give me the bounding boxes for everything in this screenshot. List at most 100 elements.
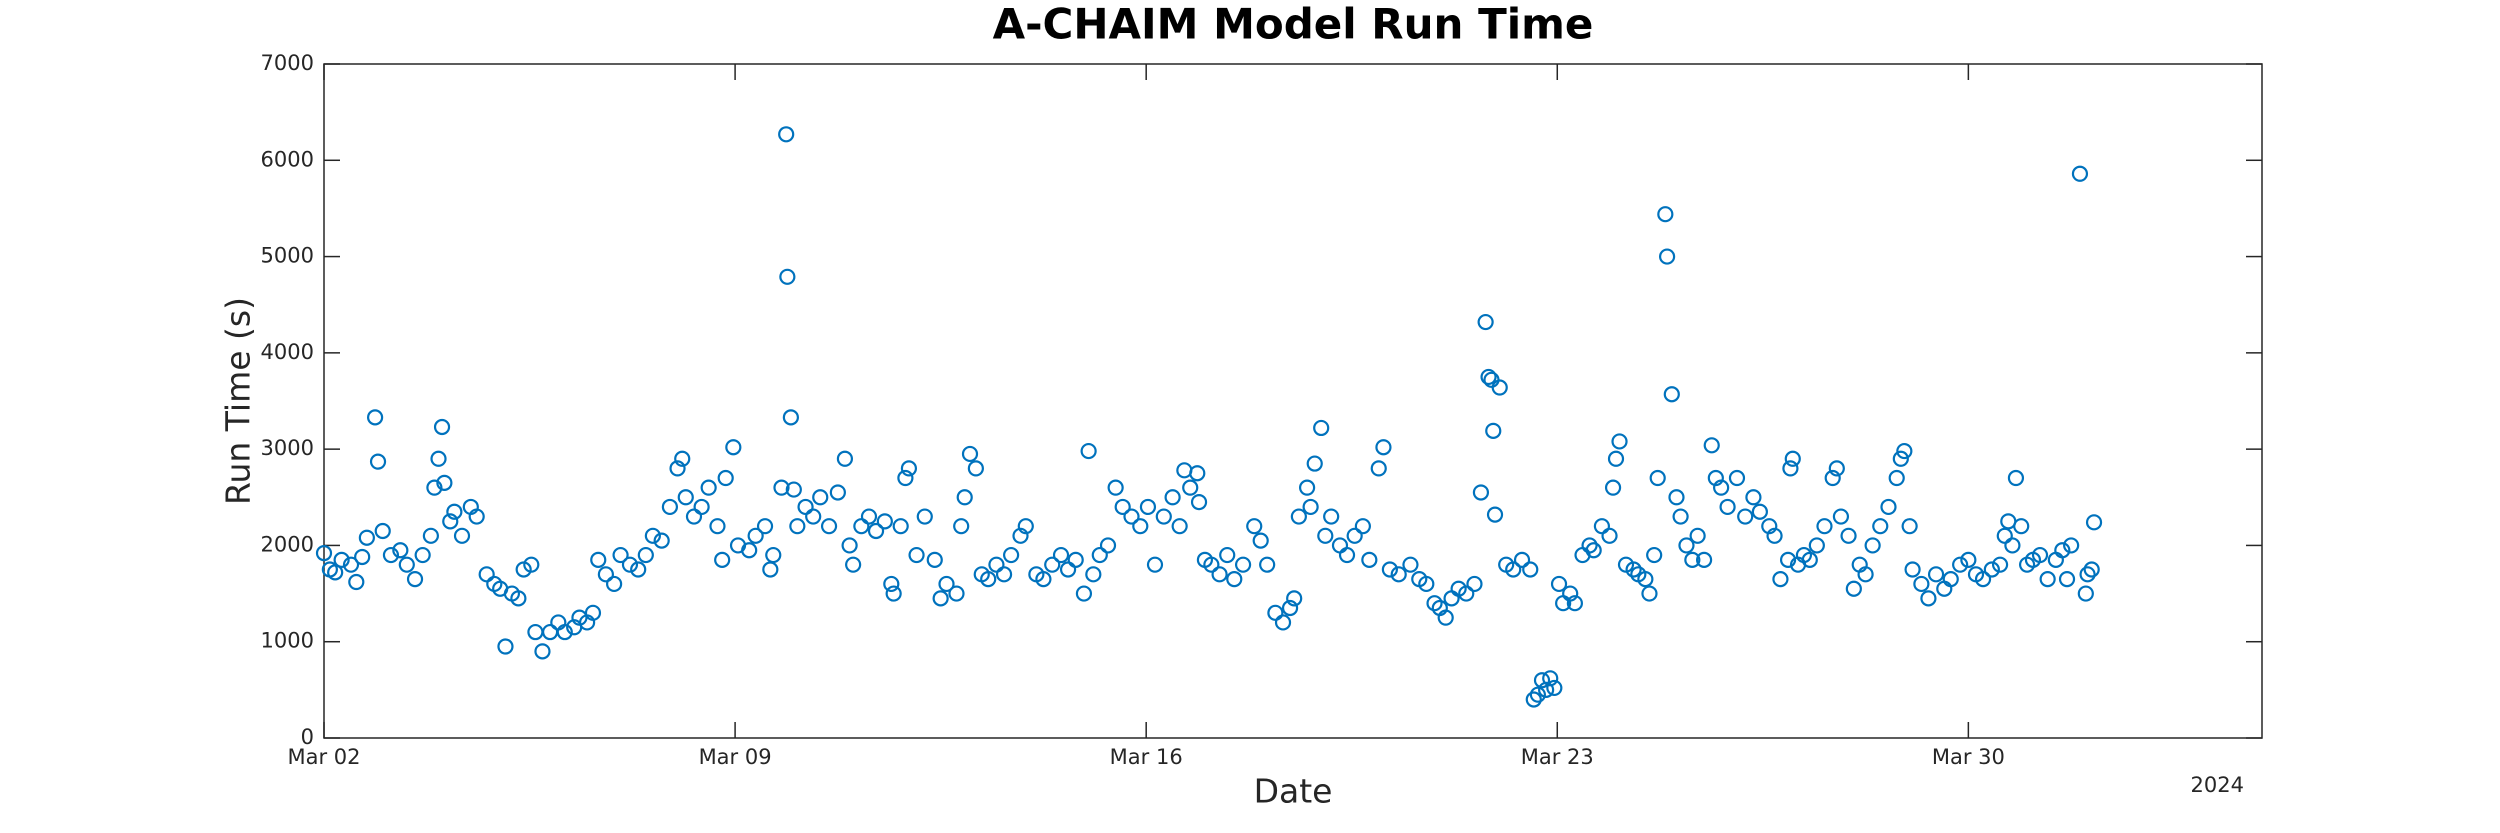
point — [1346, 527, 1363, 544]
point — [1067, 551, 1084, 568]
point — [2013, 518, 2030, 535]
x-tick-label: Mar 02 — [287, 745, 360, 769]
point — [1649, 469, 1666, 487]
point — [1003, 546, 1020, 564]
point — [1601, 527, 1618, 544]
point — [382, 546, 400, 564]
point — [805, 508, 822, 525]
point — [1114, 498, 1131, 516]
point — [1658, 248, 1676, 265]
point — [841, 537, 858, 554]
point — [606, 575, 623, 593]
point — [773, 479, 790, 496]
point — [1888, 469, 1905, 487]
point — [867, 522, 885, 540]
point — [1689, 527, 1706, 544]
point — [1274, 614, 1292, 631]
point — [327, 564, 344, 581]
point — [523, 556, 540, 573]
point — [1437, 609, 1454, 626]
point — [932, 590, 949, 607]
point — [2079, 566, 2096, 583]
point — [1513, 551, 1531, 568]
point — [765, 546, 782, 564]
point — [674, 450, 691, 467]
point — [1927, 566, 1945, 583]
point — [785, 481, 802, 498]
point — [2077, 585, 2094, 602]
point — [2004, 537, 2021, 554]
y-tick-label: 5000 — [261, 244, 314, 268]
point — [1695, 551, 1713, 568]
point — [1808, 537, 1825, 554]
point — [369, 453, 387, 470]
point — [961, 445, 979, 463]
point — [1477, 313, 1494, 331]
y-tick-label: 1000 — [261, 629, 314, 653]
point — [1728, 469, 1746, 487]
y-axis-label: Run Time (s) — [219, 297, 258, 505]
point — [709, 518, 726, 535]
point — [1052, 546, 1070, 564]
point — [1139, 498, 1157, 516]
point — [1246, 518, 1263, 535]
point — [1085, 566, 1102, 583]
point — [1872, 518, 1889, 535]
point — [1123, 508, 1140, 525]
point — [2063, 537, 2080, 554]
point — [836, 450, 854, 467]
chart-title: A-CHAIM Model Run Time — [993, 0, 1594, 49]
point — [1816, 518, 1833, 535]
point — [845, 556, 862, 573]
point — [1607, 450, 1625, 467]
point — [885, 585, 902, 602]
point — [1466, 575, 1483, 593]
point — [612, 546, 629, 564]
point — [2083, 561, 2100, 578]
point — [876, 513, 893, 530]
point — [1472, 484, 1490, 501]
point — [1317, 527, 1334, 544]
point — [1566, 595, 1583, 612]
point — [1779, 551, 1797, 568]
point — [782, 409, 799, 426]
point — [1824, 469, 1841, 487]
point — [1182, 479, 1199, 496]
point — [669, 460, 686, 477]
point — [1211, 566, 1228, 583]
point — [1281, 599, 1299, 617]
point — [1678, 537, 1695, 554]
point — [2007, 469, 2025, 487]
point — [1672, 508, 1689, 525]
year-label: 2024 — [2191, 773, 2244, 797]
point — [717, 469, 734, 487]
point — [468, 508, 485, 525]
point — [348, 573, 365, 591]
point — [1832, 508, 1850, 525]
x-tick-label: Mar 09 — [699, 745, 772, 769]
point — [677, 489, 694, 506]
point — [1505, 561, 1522, 578]
point — [1017, 518, 1034, 535]
point — [661, 498, 679, 516]
point — [1983, 561, 2000, 578]
point — [1171, 518, 1188, 535]
point — [2039, 571, 2056, 588]
point — [1426, 595, 1443, 612]
point — [442, 513, 459, 530]
point — [1099, 537, 1117, 554]
point — [392, 542, 409, 559]
point — [333, 551, 350, 568]
point — [433, 418, 451, 436]
point — [1952, 556, 1969, 573]
point — [1646, 546, 1663, 564]
point — [1533, 672, 1551, 689]
point — [860, 508, 878, 525]
point — [1766, 527, 1783, 544]
point — [1784, 450, 1801, 467]
point — [556, 623, 573, 641]
point — [1252, 532, 1269, 549]
y-tick-label: 0 — [301, 725, 314, 749]
point — [1880, 498, 1897, 516]
point — [584, 604, 602, 621]
